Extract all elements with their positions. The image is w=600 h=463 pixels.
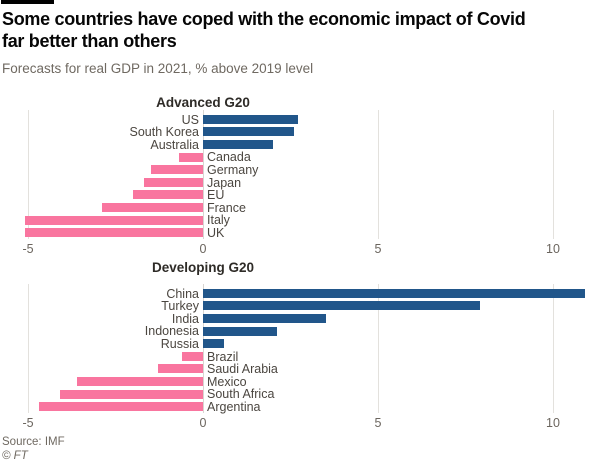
chart-developing-g20: Developing G20 China Turkey India Indonesia… <box>0 260 600 432</box>
bar-row: Japan <box>0 176 600 189</box>
category-label: US <box>181 112 199 127</box>
axis-tick-label: 5 <box>374 416 382 430</box>
bar-france <box>101 202 203 212</box>
category-label: South Africa <box>207 387 275 402</box>
category-label: Mexico <box>207 374 247 389</box>
bar-turkey <box>203 301 480 311</box>
bar-eu <box>133 190 203 200</box>
axis-ticks: -5 0 5 10 <box>0 242 600 258</box>
bar-row: Italy <box>0 213 600 228</box>
bar-brazil <box>182 351 203 361</box>
bar-row: Indonesia <box>0 324 600 339</box>
bar-mexico <box>77 376 203 386</box>
gridline <box>377 110 379 239</box>
bar-russia <box>203 339 224 349</box>
category-label: Japan <box>207 175 242 190</box>
bar-south-africa <box>59 389 203 399</box>
category-label: South Korea <box>129 125 200 140</box>
axis-tick-label: 0 <box>199 242 207 256</box>
category-label: Turkey <box>161 299 199 314</box>
bar-row: India <box>0 312 600 325</box>
bar-row: France <box>0 201 600 214</box>
gridline <box>552 110 554 239</box>
plot-area: China Turkey India Indonesia Russia Brazil Sau… <box>0 284 600 413</box>
axis-tick-label: 5 <box>374 242 382 256</box>
axis-tick-label: 0 <box>199 416 207 430</box>
chart-advanced-g20: Advanced G20 US South Korea Australia Canad… <box>0 95 600 260</box>
category-label: Russia <box>160 336 199 351</box>
bar-row: South Africa <box>0 387 600 402</box>
bar-india <box>203 313 326 323</box>
category-label: France <box>207 200 246 215</box>
bar-australia <box>203 139 273 149</box>
plot-area: US South Korea Australia Canada Germany Japan… <box>0 110 600 239</box>
axis-ticks: -5 0 5 10 <box>0 416 600 432</box>
gridline <box>377 284 379 413</box>
category-label: Brazil <box>207 349 239 364</box>
bar-row: Brazil <box>0 350 600 363</box>
category-label: UK <box>207 225 225 240</box>
axis-tick-label: 10 <box>546 416 560 430</box>
category-label: Canada <box>207 150 251 165</box>
bar-row: EU <box>0 188 600 203</box>
source-note: Source: IMF <box>2 436 65 448</box>
bar-row: Canada <box>0 150 600 165</box>
bar-row: UK <box>0 226 600 239</box>
bar-row: Russia <box>0 337 600 350</box>
chart-group-title: Advanced G20 <box>156 95 250 110</box>
bar-row: Mexico <box>0 375 600 388</box>
bar-germany <box>150 165 203 175</box>
gridline <box>552 284 554 413</box>
bar-japan <box>143 177 203 187</box>
bar-row: Germany <box>0 163 600 176</box>
bar-row: Saudi Arabia <box>0 362 600 377</box>
bar-canada <box>178 152 203 162</box>
zero-gridline <box>202 110 204 239</box>
category-label: India <box>171 311 199 326</box>
category-label: Argentina <box>207 399 261 414</box>
bar-indonesia <box>203 326 277 336</box>
category-label: Saudi Arabia <box>207 362 278 377</box>
bar-row: US <box>0 113 600 126</box>
ft-credit: © FT <box>2 450 28 462</box>
bar-row: Australia <box>0 138 600 151</box>
category-label: Italy <box>207 213 230 228</box>
axis-tick-label: -5 <box>22 416 34 430</box>
gridline <box>27 110 29 239</box>
ft-top-rule <box>1 0 54 4</box>
category-label: EU <box>207 188 225 203</box>
bar-uk <box>24 228 203 238</box>
chart-subtitle: Forecasts for real GDP in 2021, % above … <box>2 61 314 76</box>
bar-row: China <box>0 287 600 300</box>
gridline <box>27 284 29 413</box>
category-label: China <box>166 286 199 301</box>
chart-group-title: Developing G20 <box>151 260 255 275</box>
zero-gridline <box>202 284 204 413</box>
chart-title: Some countries have coped with the econo… <box>2 9 526 51</box>
axis-tick-label: -5 <box>22 242 34 256</box>
bar-row: Turkey <box>0 299 600 314</box>
category-label: Australia <box>150 137 199 152</box>
axis-tick-label: 10 <box>546 242 560 256</box>
bar-argentina <box>38 402 203 412</box>
bar-south-korea <box>203 127 294 137</box>
bar-china <box>203 288 585 298</box>
bar-us <box>203 114 298 124</box>
bar-row: South Korea <box>0 125 600 140</box>
bar-saudi-arabia <box>157 364 203 374</box>
bar-row: Argentina <box>0 400 600 413</box>
bar-italy <box>24 215 203 225</box>
category-label: Germany <box>207 162 259 177</box>
category-label: Indonesia <box>144 324 199 339</box>
